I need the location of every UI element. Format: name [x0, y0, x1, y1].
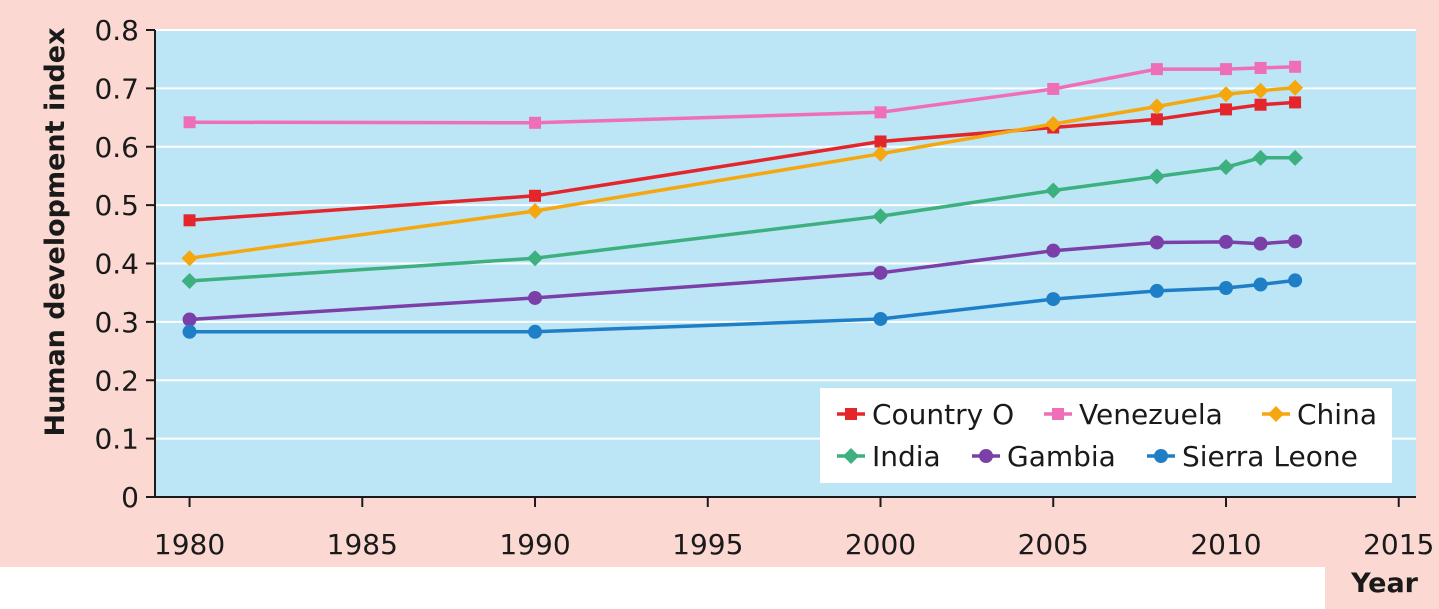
chart-frame-corner [1325, 567, 1439, 609]
y-axis-ticks: 0 0.1 0.2 0.3 0.4 0.5 0.6 0.7 0.8 [94, 14, 155, 514]
point-china-2010 [1217, 86, 1234, 103]
x-tick-label-2010: 2010 [1190, 528, 1261, 561]
point-india-2005 [1045, 182, 1062, 199]
point-sierra-leone-2005 [1046, 292, 1061, 307]
point-india-1980 [181, 273, 198, 290]
point-gambia-2005 [1046, 243, 1061, 258]
legend-label-gambia: Gambia [1007, 440, 1116, 473]
point-country-o-1990 [529, 189, 542, 202]
point-country-o-2010 [1219, 103, 1232, 116]
point-sierra-leone-2008 [1149, 283, 1164, 298]
y-tick-label-0-3: 0.3 [94, 306, 139, 339]
series-india [181, 149, 1304, 290]
legend-swatch-marker-country-o [845, 408, 857, 420]
point-gambia-2008 [1149, 235, 1164, 250]
point-venezuela-2008 [1150, 63, 1163, 76]
point-sierra-leone-2010 [1218, 281, 1233, 296]
legend-label-country-o: Country O [872, 398, 1014, 431]
series-group [181, 60, 1304, 339]
point-india-2010 [1217, 159, 1234, 176]
y-tick-label-0-8: 0.8 [94, 14, 139, 47]
y-tick-label-0-7: 0.7 [94, 72, 139, 105]
legend-box [820, 388, 1392, 483]
point-gambia-2000 [873, 265, 888, 280]
point-china-1980 [181, 250, 198, 267]
legend-label-india: India [872, 440, 941, 473]
y-tick-label-0-2: 0.2 [94, 364, 139, 397]
point-sierra-leone-2011 [1253, 277, 1268, 292]
x-tick-label-1995: 1995 [672, 528, 743, 561]
x-tick-label-2000: 2000 [845, 528, 916, 561]
point-sierra-leone-2012 [1288, 273, 1303, 288]
point-gambia-2012 [1288, 234, 1303, 249]
legend-item-gambia: Gambia [972, 440, 1116, 473]
point-venezuela-1990 [529, 116, 542, 129]
point-china-2008 [1148, 98, 1165, 115]
point-china-2012 [1287, 79, 1304, 96]
legend-label-sierra-leone: Sierra Leone [1182, 440, 1358, 473]
y-tick-label-0-6: 0.6 [94, 131, 139, 164]
point-country-o-2012 [1289, 96, 1302, 109]
legend-item-country-o: Country O [837, 398, 1014, 431]
series-china [181, 79, 1304, 267]
point-china-1990 [527, 202, 544, 219]
x-tick-label-1990: 1990 [499, 528, 570, 561]
y-tick-label-0-5: 0.5 [94, 189, 139, 222]
legend: Country O Venezuela China India Gambia Sierra… [820, 388, 1392, 483]
point-gambia-2011 [1253, 236, 1268, 251]
y-tick-label-0: 0 [121, 481, 139, 514]
legend-label-venezuela: Venezuela [1079, 398, 1223, 431]
point-gambia-2010 [1218, 234, 1233, 249]
legend-item-china: China [1262, 398, 1377, 431]
x-axis-ticks: 1980 1985 1990 1995 2000 2005 2010 2015 [154, 497, 1434, 561]
point-china-2005 [1045, 115, 1062, 132]
y-tick-label-0-1: 0.1 [94, 423, 139, 456]
y-axis-title: Human development index [40, 28, 71, 437]
point-country-o-2000 [874, 135, 887, 148]
point-sierra-leone-1980 [182, 324, 197, 339]
point-india-1990 [527, 250, 544, 267]
legend-swatch-marker-gambia [979, 449, 993, 463]
point-china-2011 [1252, 82, 1269, 99]
point-venezuela-1980 [183, 116, 196, 129]
point-venezuela-2000 [874, 106, 887, 119]
point-india-2008 [1148, 168, 1165, 185]
series-venezuela [183, 60, 1302, 129]
x-tick-label-2005: 2005 [1018, 528, 1089, 561]
legend-item-venezuela: Venezuela [1044, 398, 1223, 431]
point-gambia-1980 [182, 312, 197, 327]
x-tick-label-2015: 2015 [1363, 528, 1434, 561]
point-gambia-1990 [528, 290, 543, 305]
x-axis-title: Year [1350, 568, 1419, 599]
point-venezuela-2012 [1289, 60, 1302, 73]
point-country-o-2008 [1150, 113, 1163, 126]
point-india-2000 [872, 208, 889, 225]
point-india-2011 [1252, 149, 1269, 166]
legend-label-china: China [1297, 398, 1377, 431]
point-venezuela-2010 [1219, 63, 1232, 76]
series-sierra-leone [182, 273, 1303, 339]
point-china-2000 [872, 145, 889, 162]
y-tick-label-0-4: 0.4 [94, 248, 139, 281]
x-tick-label-1980: 1980 [154, 528, 225, 561]
point-country-o-1980 [183, 214, 196, 227]
legend-swatch-marker-china [1268, 406, 1284, 422]
legend-swatch-marker-venezuela [1052, 408, 1064, 420]
legend-swatch-marker-sierra-leone [1154, 449, 1168, 463]
point-venezuela-2011 [1254, 61, 1267, 74]
x-tick-label-1985: 1985 [327, 528, 398, 561]
legend-item-india: India [837, 440, 941, 473]
point-sierra-leone-2000 [873, 311, 888, 326]
point-india-2012 [1287, 149, 1304, 166]
legend-item-sierra-leone: Sierra Leone [1147, 440, 1358, 473]
point-country-o-2011 [1254, 98, 1267, 111]
point-sierra-leone-1990 [528, 324, 543, 339]
legend-swatch-marker-india [843, 448, 859, 464]
point-venezuela-2005 [1047, 82, 1060, 95]
series-gambia [182, 234, 1303, 327]
